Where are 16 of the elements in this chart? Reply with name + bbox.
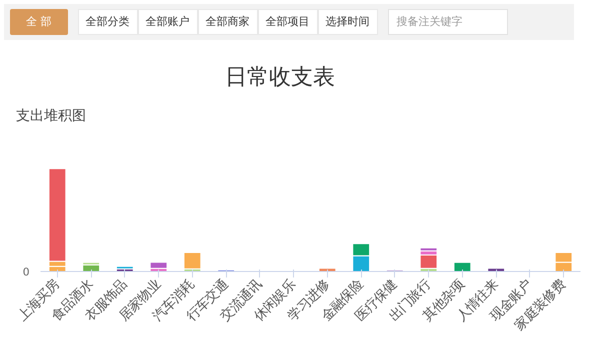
bar xyxy=(420,247,438,252)
bar xyxy=(487,268,506,272)
text: 全部分类 xyxy=(78,9,138,35)
chart-title: 日常收支表 xyxy=(224,64,336,92)
bar xyxy=(453,262,472,272)
chart-subtitle: 支出堆积图 xyxy=(16,107,86,126)
bar xyxy=(183,252,202,270)
text: 全部项目 xyxy=(258,9,318,35)
bar xyxy=(116,266,134,270)
text: 搜备注关键字 xyxy=(388,9,508,35)
bar xyxy=(318,268,336,272)
text: 0 xyxy=(22,266,30,278)
text: 选择时间 xyxy=(318,9,378,35)
text: 全部账户 xyxy=(138,9,198,35)
text: 全部商家 xyxy=(198,9,258,35)
text: 全 部 xyxy=(10,9,68,35)
